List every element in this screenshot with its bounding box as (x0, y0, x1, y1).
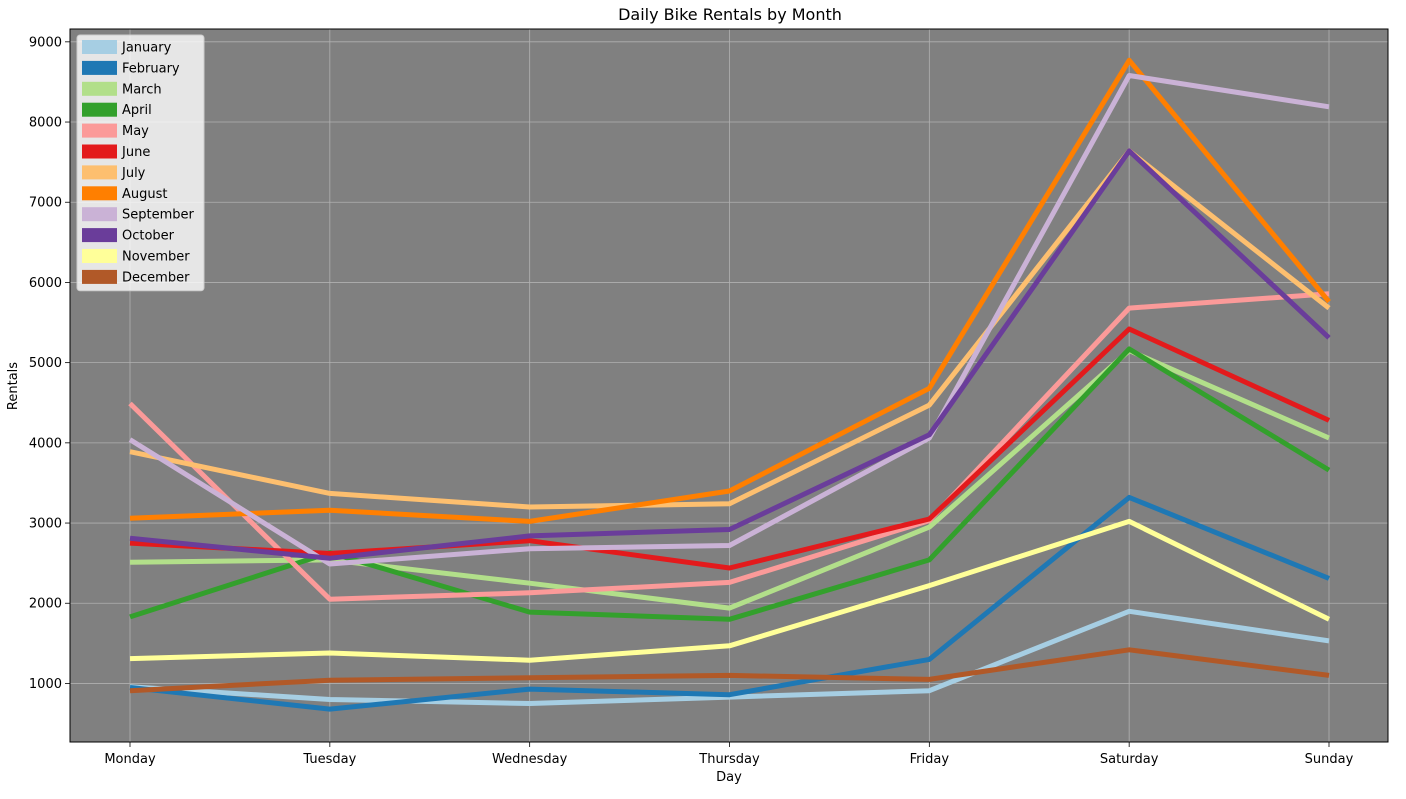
legend-label-february: February (122, 61, 180, 76)
y-tick-label: 5000 (29, 356, 62, 371)
legend-label-april: April (122, 103, 152, 118)
x-tick-label: Sunday (1305, 752, 1354, 767)
x-tick-label: Saturday (1100, 752, 1159, 767)
x-tick-label: Friday (910, 752, 950, 767)
y-tick-label: 4000 (29, 436, 62, 451)
legend-swatch-january (82, 40, 117, 54)
legend-swatch-november (82, 249, 117, 263)
chart-title: Daily Bike Rentals by Month (618, 5, 842, 24)
axis-ticks: Monday Tuesday Wednesday Thursday Friday Satu… (29, 35, 1354, 767)
legend-label-may: May (122, 124, 149, 139)
series-line-december (129, 647, 1330, 694)
legend-label-september: September (122, 208, 195, 223)
legend-label-august: August (122, 187, 168, 202)
x-tick-label: Thursday (698, 752, 760, 767)
legend-swatch-april (82, 102, 117, 117)
legend-box (76, 34, 205, 292)
legend-swatch-july (82, 165, 117, 180)
x-tick-label: Tuesday (302, 752, 356, 767)
x-tick-label: Wednesday (492, 752, 568, 767)
legend-label-december: December (122, 270, 190, 285)
series-line-november (129, 518, 1331, 663)
y-tick-label: 8000 (29, 116, 62, 131)
y-tick-label: 1000 (29, 677, 62, 692)
y-axis-label: Rentals (6, 362, 21, 410)
legend-swatch-december (82, 269, 117, 284)
legend-swatch-august (82, 186, 117, 201)
legend-label-november: November (122, 250, 190, 265)
legend-label-july: July (121, 166, 146, 181)
legend-swatch-september (82, 207, 117, 222)
plot-frame (69, 28, 1389, 743)
series-lines (128, 57, 1331, 712)
legend-swatch-march (82, 81, 117, 96)
legend-label-january: January (121, 41, 172, 56)
y-tick-label: 6000 (29, 276, 62, 291)
y-tick-label: 7000 (29, 196, 62, 211)
legend-swatch-june (82, 144, 117, 159)
legend-swatch-may (82, 123, 117, 138)
x-axis-label: Day (716, 770, 742, 785)
legend: January February March April May June July Augu… (76, 34, 205, 292)
series-line-june (129, 326, 1331, 571)
series-line-september (128, 73, 1330, 567)
y-tick-label: 9000 (29, 35, 62, 50)
legend-label-june: June (121, 145, 150, 160)
legend-swatch-february (82, 60, 117, 75)
y-tick-label: 3000 (29, 517, 62, 532)
series-line-october (129, 148, 1331, 561)
legend-label-october: October (122, 229, 175, 244)
series-line-may (128, 291, 1330, 602)
series-line-august (129, 57, 1331, 524)
x-tick-label: Monday (104, 752, 156, 767)
y-tick-label: 2000 (29, 597, 62, 612)
plot-area (70, 29, 1388, 742)
legend-label-march: March (122, 82, 162, 97)
series-line-february (129, 494, 1330, 712)
legend-swatch-october (82, 228, 117, 243)
